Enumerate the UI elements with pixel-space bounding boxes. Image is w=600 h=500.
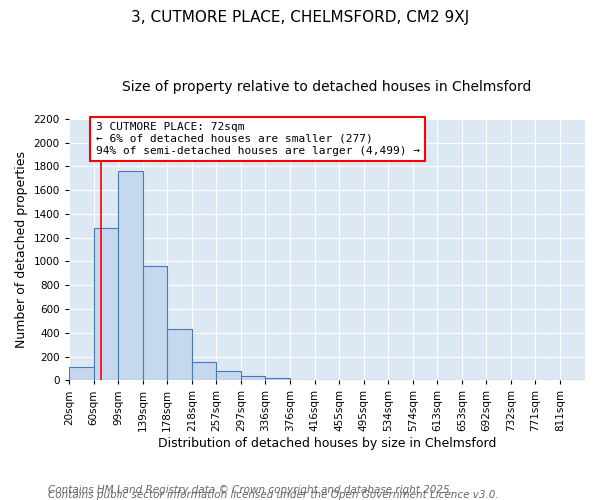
Title: Size of property relative to detached houses in Chelmsford: Size of property relative to detached ho… (122, 80, 532, 94)
Bar (216, 372, 241, 380)
Bar (167, 329, 192, 380)
Bar (265, 378, 290, 380)
Bar (69, 366, 94, 380)
Text: 3 CUTMORE PLACE: 72sqm
← 6% of detached houses are smaller (277)
94% of semi-det: 3 CUTMORE PLACE: 72sqm ← 6% of detached … (95, 122, 419, 156)
Bar (118, 171, 143, 380)
Text: 3, CUTMORE PLACE, CHELMSFORD, CM2 9XJ: 3, CUTMORE PLACE, CHELMSFORD, CM2 9XJ (131, 10, 469, 25)
Bar (192, 362, 216, 380)
X-axis label: Distribution of detached houses by size in Chelmsford: Distribution of detached houses by size … (158, 437, 496, 450)
Bar (241, 376, 265, 380)
Text: Contains HM Land Registry data © Crown copyright and database right 2025.: Contains HM Land Registry data © Crown c… (48, 485, 453, 495)
Bar (94, 228, 118, 380)
Y-axis label: Number of detached properties: Number of detached properties (15, 151, 28, 348)
Text: Contains public sector information licensed under the Open Government Licence v3: Contains public sector information licen… (48, 490, 499, 500)
Bar (143, 266, 167, 380)
